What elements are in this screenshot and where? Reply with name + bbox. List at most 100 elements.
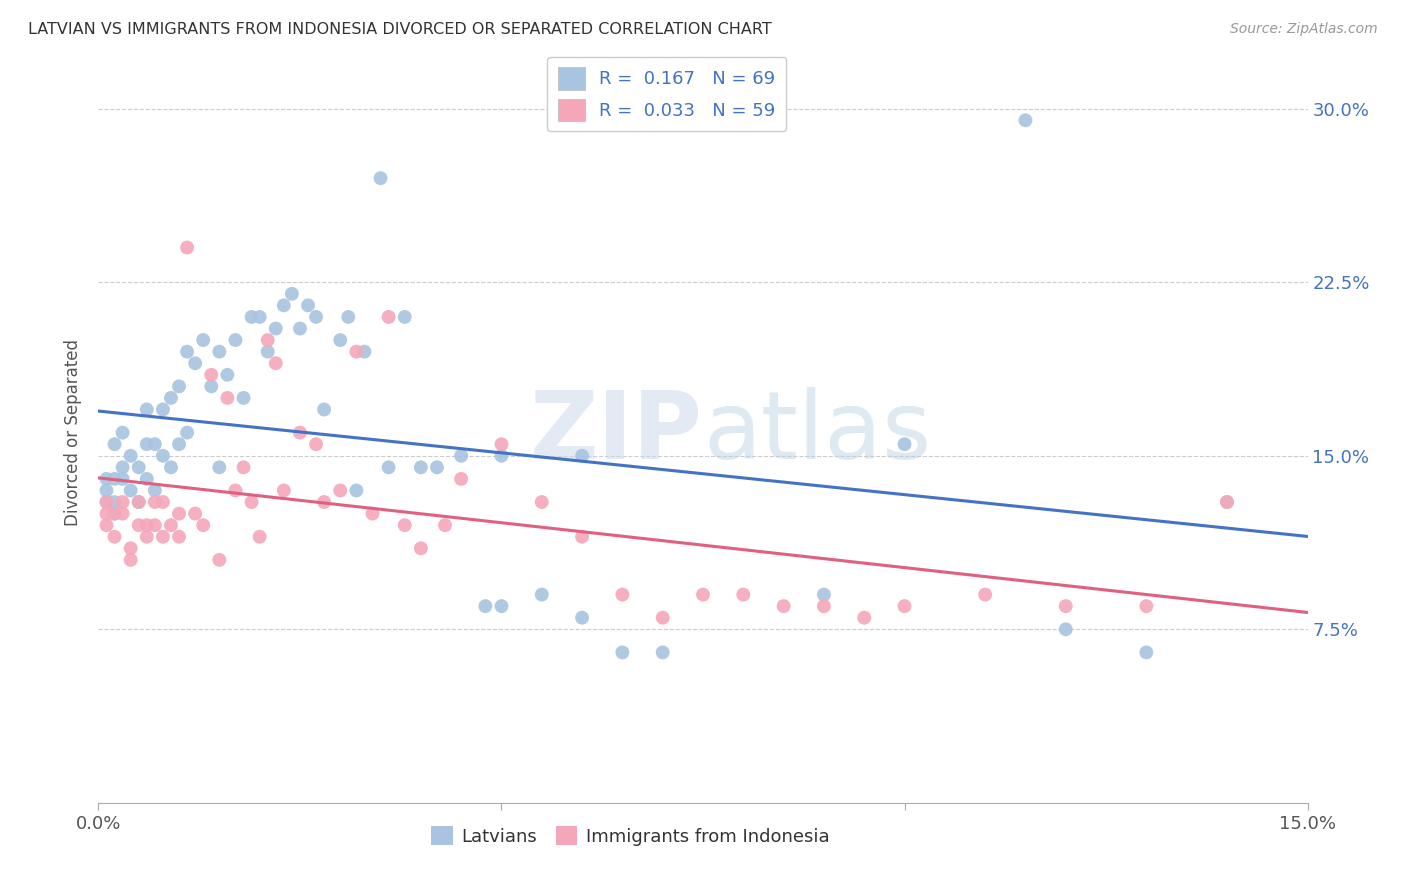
Point	[314, 495, 336, 509]
Text: Source: ZipAtlas.com: Source: ZipAtlas.com	[1230, 22, 1378, 37]
Point	[434, 518, 457, 533]
Point	[167, 379, 190, 393]
Point	[217, 368, 239, 382]
Point	[111, 425, 134, 440]
Point	[288, 425, 311, 440]
Point	[329, 333, 352, 347]
Point	[530, 588, 553, 602]
Point	[200, 368, 222, 382]
Point	[128, 495, 150, 509]
Point	[240, 495, 263, 509]
Point	[491, 599, 513, 614]
Point	[200, 379, 222, 393]
Point	[103, 530, 125, 544]
Point	[96, 518, 118, 533]
Point	[337, 310, 360, 324]
Point	[571, 449, 593, 463]
Point	[143, 437, 166, 451]
Point	[103, 495, 125, 509]
Point	[167, 530, 190, 544]
Point	[193, 518, 215, 533]
Point	[143, 518, 166, 533]
Point	[184, 507, 207, 521]
Point	[893, 437, 915, 451]
Point	[264, 321, 287, 335]
Point	[208, 553, 231, 567]
Point	[409, 460, 432, 475]
Point	[1135, 645, 1157, 659]
Point	[103, 437, 125, 451]
Point	[314, 402, 336, 417]
Point	[305, 437, 328, 451]
Point	[772, 599, 794, 614]
Point	[353, 344, 375, 359]
Point	[450, 472, 472, 486]
Point	[111, 507, 134, 521]
Point	[167, 507, 190, 521]
Point	[571, 610, 593, 624]
Point	[264, 356, 287, 370]
Point	[160, 460, 183, 475]
Point	[224, 483, 246, 498]
Point	[344, 344, 367, 359]
Point	[692, 588, 714, 602]
Point	[426, 460, 449, 475]
Point	[249, 310, 271, 324]
Point	[208, 460, 231, 475]
Point	[208, 344, 231, 359]
Point	[853, 610, 876, 624]
Legend: Latvians, Immigrants from Indonesia: Latvians, Immigrants from Indonesia	[423, 819, 837, 853]
Point	[217, 391, 239, 405]
Point	[167, 437, 190, 451]
Text: ZIP: ZIP	[530, 386, 703, 479]
Point	[135, 402, 157, 417]
Point	[176, 344, 198, 359]
Point	[160, 518, 183, 533]
Point	[232, 391, 254, 405]
Point	[111, 495, 134, 509]
Point	[733, 588, 755, 602]
Point	[120, 449, 142, 463]
Point	[120, 541, 142, 556]
Text: LATVIAN VS IMMIGRANTS FROM INDONESIA DIVORCED OR SEPARATED CORRELATION CHART: LATVIAN VS IMMIGRANTS FROM INDONESIA DIV…	[28, 22, 772, 37]
Point	[111, 460, 134, 475]
Point	[176, 240, 198, 255]
Point	[273, 483, 295, 498]
Point	[377, 310, 399, 324]
Point	[184, 356, 207, 370]
Point	[256, 344, 278, 359]
Point	[135, 518, 157, 533]
Point	[813, 588, 835, 602]
Point	[128, 518, 150, 533]
Point	[1135, 599, 1157, 614]
Point	[135, 437, 157, 451]
Point	[96, 495, 118, 509]
Point	[160, 391, 183, 405]
Text: atlas: atlas	[703, 386, 931, 479]
Point	[612, 588, 634, 602]
Point	[120, 553, 142, 567]
Point	[135, 530, 157, 544]
Point	[491, 437, 513, 451]
Point	[394, 310, 416, 324]
Point	[474, 599, 496, 614]
Point	[143, 483, 166, 498]
Point	[344, 483, 367, 498]
Point	[120, 483, 142, 498]
Point	[256, 333, 278, 347]
Point	[96, 483, 118, 498]
Point	[96, 495, 118, 509]
Point	[409, 541, 432, 556]
Point	[1054, 622, 1077, 636]
Point	[96, 472, 118, 486]
Point	[152, 449, 174, 463]
Point	[288, 321, 311, 335]
Point	[361, 507, 384, 521]
Point	[571, 530, 593, 544]
Point	[193, 333, 215, 347]
Point	[103, 472, 125, 486]
Point	[1216, 495, 1239, 509]
Point	[297, 298, 319, 312]
Point	[152, 495, 174, 509]
Point	[103, 507, 125, 521]
